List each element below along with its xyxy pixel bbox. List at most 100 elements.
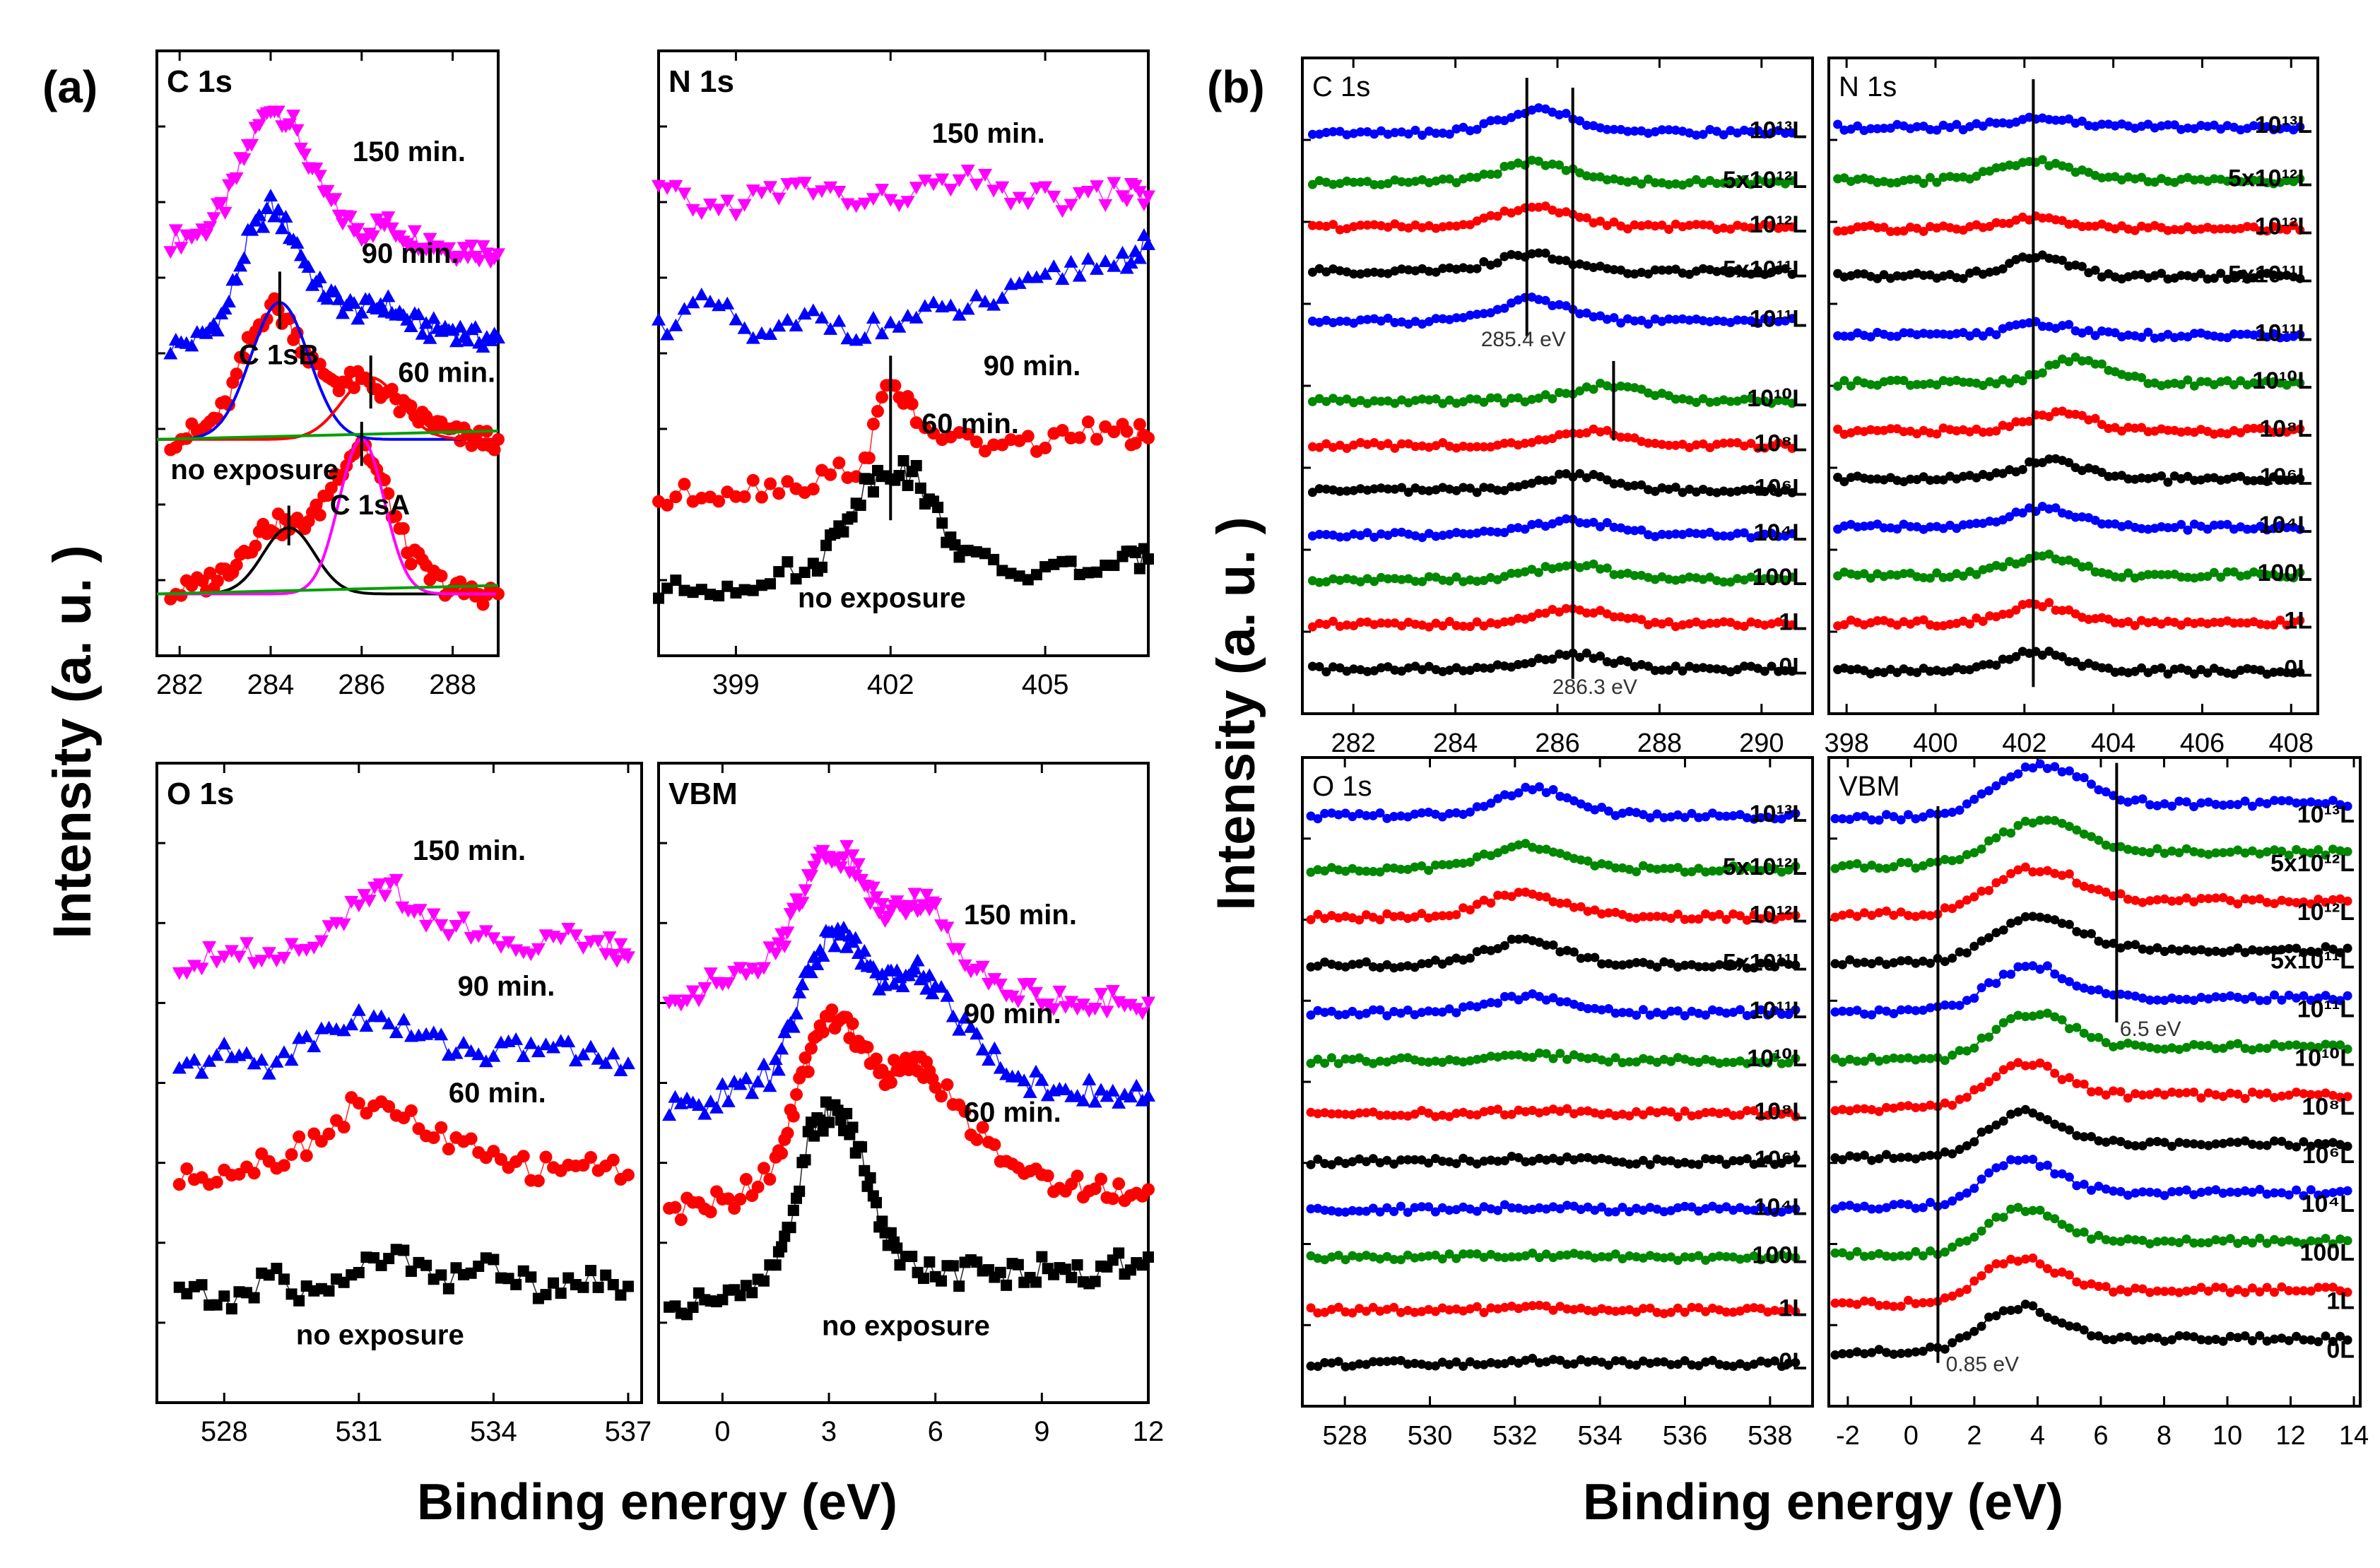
data-point — [1728, 960, 1738, 970]
data-point — [1652, 1357, 1662, 1367]
data-point — [2094, 1032, 2104, 1042]
data-point — [808, 1130, 820, 1142]
data-point — [2240, 1287, 2250, 1297]
data-point — [1348, 913, 1357, 923]
data-point — [2328, 944, 2338, 954]
data-point — [1719, 223, 1728, 233]
data-point — [2079, 1179, 2089, 1189]
data-point — [1787, 128, 1797, 138]
data-point — [1479, 1308, 1489, 1317]
data-point — [1403, 914, 1413, 924]
data-point — [2292, 943, 2302, 953]
data-point — [1742, 813, 1752, 823]
data-point — [1348, 1157, 1357, 1167]
data-point — [1721, 1008, 1731, 1018]
data-point — [1307, 531, 1317, 541]
data-point — [1701, 1108, 1711, 1117]
data-point — [2181, 1286, 2191, 1296]
data-point — [1540, 160, 1550, 170]
data-point — [1533, 394, 1543, 403]
data-point — [1977, 1033, 1986, 1043]
data-point — [2152, 1087, 2162, 1097]
data-point — [1500, 1253, 1509, 1263]
exposure-label: 0L — [2284, 656, 2312, 683]
data-point — [1555, 110, 1564, 119]
data-point — [1694, 863, 1704, 873]
data-point — [1926, 1054, 1936, 1063]
data-point — [1355, 577, 1365, 586]
data-point — [2101, 1137, 2111, 1147]
data-point — [1326, 1160, 1336, 1169]
data-point — [1701, 1256, 1711, 1265]
data-point — [1673, 1360, 1683, 1369]
data-point — [2314, 845, 2323, 854]
series-label: C 1sB — [239, 340, 319, 371]
data-point — [1940, 854, 1950, 864]
data-point — [1382, 1357, 1392, 1367]
data-point — [1342, 574, 1352, 584]
data-point — [1691, 664, 1701, 673]
data-point — [2216, 269, 2226, 278]
data-point — [1955, 1001, 1964, 1010]
data-point — [2321, 1189, 2331, 1198]
data-point — [1342, 130, 1352, 140]
data-point — [254, 1053, 269, 1066]
data-point — [1687, 914, 1697, 924]
data-point — [2282, 523, 2292, 533]
data-point — [1767, 483, 1777, 493]
data-point — [2295, 329, 2305, 339]
data-point — [202, 941, 217, 954]
data-point — [677, 187, 692, 201]
data-point — [1562, 793, 1572, 803]
data-point — [1341, 1159, 1350, 1168]
data-point — [906, 1251, 918, 1263]
data-point — [1410, 1155, 1420, 1165]
data-point — [1437, 1156, 1447, 1166]
data-point — [2064, 163, 2074, 172]
data-point — [1459, 1306, 1468, 1316]
data-point — [1368, 1005, 1378, 1015]
data-point — [1763, 1253, 1773, 1262]
data-point — [1991, 1163, 2001, 1173]
data-point — [1912, 379, 1922, 389]
data-point — [2005, 512, 2015, 521]
data-point — [1348, 1006, 1357, 1016]
data-point — [1926, 1297, 1936, 1307]
data-point — [1581, 519, 1591, 529]
data-point — [1977, 789, 1986, 799]
data-point — [1712, 126, 1721, 136]
data-point — [745, 962, 760, 976]
data-point — [1540, 390, 1550, 400]
data-point — [1597, 959, 1607, 969]
data-point — [2087, 1087, 2096, 1097]
data-point — [1919, 227, 1928, 236]
data-point — [1664, 617, 1674, 627]
data-point — [2240, 894, 2250, 904]
data-point — [1320, 1008, 1330, 1018]
data-point — [2335, 894, 2345, 904]
data-point — [1486, 945, 1496, 955]
data-point — [2028, 1108, 2038, 1118]
data-point — [1396, 811, 1406, 821]
data-point — [1430, 1154, 1440, 1163]
data-point — [2057, 1075, 2067, 1085]
data-point — [2050, 969, 2060, 979]
data-point — [1479, 397, 1489, 407]
data-point — [2025, 215, 2034, 225]
data-point — [1382, 909, 1392, 919]
data-point — [2328, 1239, 2338, 1249]
x-tick-label: 528 — [201, 1416, 248, 1447]
data-point — [1756, 1255, 1766, 1265]
data-point — [2131, 1040, 2140, 1050]
data-point — [2343, 1141, 2352, 1151]
data-point — [1673, 1006, 1683, 1016]
data-point — [2233, 1138, 2243, 1148]
data-point — [864, 1172, 876, 1184]
data-point — [1465, 1204, 1475, 1214]
data-point — [531, 943, 546, 956]
data-point — [1602, 264, 1612, 273]
data-point — [687, 586, 699, 599]
data-point — [2295, 424, 2305, 434]
data-point — [2006, 1109, 2016, 1119]
